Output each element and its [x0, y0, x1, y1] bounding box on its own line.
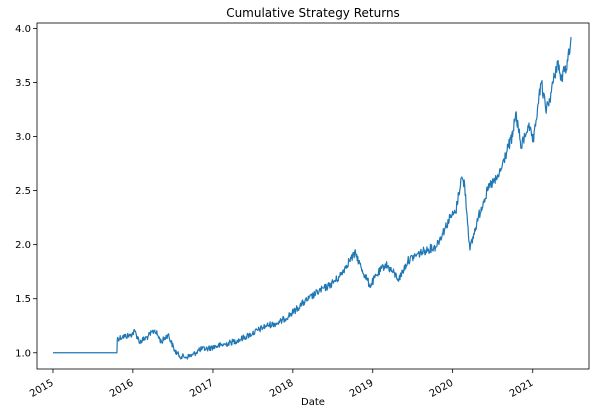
x-axis-title: Date: [301, 397, 325, 408]
series-line-0: [52, 37, 572, 360]
y-tick-label: 3.5: [15, 78, 31, 89]
y-tick-label: 2.5: [15, 186, 31, 197]
y-tick-label: 3.0: [15, 132, 31, 143]
chart-title: Cumulative Strategy Returns: [226, 6, 400, 20]
plot-frame: [36, 22, 590, 370]
y-tick-label: 1.0: [15, 348, 31, 359]
y-tick-label: 4.0: [15, 24, 31, 35]
y-tick-label: 2.0: [15, 240, 31, 251]
y-tick-label: 1.5: [15, 294, 31, 305]
